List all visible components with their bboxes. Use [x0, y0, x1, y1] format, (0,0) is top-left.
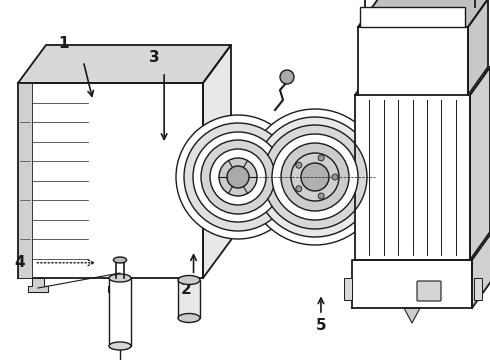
Ellipse shape [109, 274, 131, 282]
Circle shape [210, 149, 266, 205]
Circle shape [193, 132, 283, 222]
Polygon shape [203, 45, 231, 278]
Circle shape [247, 109, 383, 245]
Ellipse shape [178, 275, 200, 284]
Ellipse shape [113, 257, 126, 263]
Circle shape [296, 162, 302, 168]
Polygon shape [18, 45, 231, 83]
Circle shape [263, 125, 367, 229]
Circle shape [281, 143, 349, 211]
Text: 3: 3 [149, 50, 160, 65]
Polygon shape [468, 0, 488, 95]
Circle shape [176, 115, 300, 239]
Ellipse shape [109, 342, 131, 350]
Text: 5: 5 [316, 318, 326, 333]
Polygon shape [470, 67, 490, 260]
Bar [178, 280, 200, 318]
Circle shape [184, 123, 292, 231]
Circle shape [332, 174, 338, 180]
Circle shape [227, 166, 249, 188]
Polygon shape [355, 95, 470, 260]
Circle shape [255, 117, 375, 237]
Bar [360, 7, 465, 27]
Text: 4: 4 [14, 255, 25, 270]
Circle shape [201, 140, 275, 214]
Text: 6: 6 [454, 165, 465, 180]
Bar [18, 83, 32, 278]
FancyBboxPatch shape [417, 281, 441, 301]
Polygon shape [404, 308, 420, 323]
Circle shape [318, 193, 324, 199]
Circle shape [219, 158, 257, 196]
Polygon shape [472, 232, 490, 308]
Circle shape [291, 153, 339, 201]
Polygon shape [358, 27, 468, 95]
Polygon shape [18, 83, 203, 278]
Circle shape [296, 186, 302, 192]
Polygon shape [108, 278, 128, 292]
Polygon shape [28, 278, 48, 292]
Circle shape [280, 70, 294, 84]
Ellipse shape [178, 314, 200, 323]
Polygon shape [355, 67, 490, 95]
Circle shape [301, 163, 329, 191]
Polygon shape [358, 0, 488, 27]
Bar [474, 278, 482, 300]
Text: 1: 1 [58, 36, 69, 51]
Bar [344, 278, 352, 300]
Bar [109, 278, 131, 346]
Polygon shape [352, 260, 472, 308]
Circle shape [272, 134, 358, 220]
Circle shape [318, 155, 324, 161]
Text: 2: 2 [181, 282, 192, 297]
